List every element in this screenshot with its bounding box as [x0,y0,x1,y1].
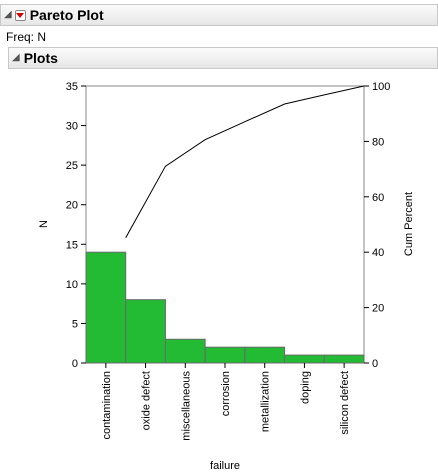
pareto-plot-header[interactable]: ◢ Pareto Plot [0,4,438,26]
y2-axis-label: Cum Percent [403,192,415,256]
bar [284,354,325,364]
plots-header[interactable]: ◢ Plots [8,47,438,69]
x-axis-label: failure [210,460,240,472]
report-title: Pareto Plot [29,7,104,23]
section-title: Plots [23,50,58,66]
y-tick-label: 15 [66,239,78,251]
disclosure-triangle-icon[interactable]: ◢ [12,52,20,63]
y-tick-label: 20 [66,200,78,212]
bar [244,346,286,364]
x-tick-label: doping [299,371,311,404]
x-tick-label: silicon defect [339,371,351,435]
y-tick-label: 5 [72,318,78,330]
x-tick-label: oxide defect [141,371,153,430]
y-tick-label: 30 [66,121,78,133]
freq-label: Freq: N [6,30,47,44]
x-tick-label: corrosion [220,371,232,416]
y2-tick-label: 100 [372,81,390,93]
x-tick-label: metallization [260,371,272,432]
y2-tick-label: 40 [372,247,384,259]
y2-tick-label: 60 [372,192,384,204]
bar [164,338,206,364]
y-axis-label: N [38,220,50,228]
y2-tick-label: 0 [372,358,378,370]
bar [85,251,127,364]
y-tick-label: 0 [72,358,78,370]
y2-tick-label: 20 [372,303,384,315]
cum-percent-line [125,85,365,239]
x-tick-label: miscellaneous [180,371,192,441]
pareto-chart: 0 5 10 15 20 25 30 35 0 20 40 60 80 100 contaminatio… [38,81,415,472]
y-tick-label: 35 [66,81,78,93]
y-tick-label: 10 [66,279,78,291]
bar [125,299,166,364]
y2-tick-label: 80 [372,136,384,148]
y-tick-label: 25 [66,160,78,172]
bar [323,354,365,364]
bar [204,346,246,364]
x-tick-label: contamination [101,371,113,440]
red-triangle-menu-icon[interactable] [14,9,26,21]
disclosure-triangle-icon[interactable]: ◢ [4,9,12,20]
